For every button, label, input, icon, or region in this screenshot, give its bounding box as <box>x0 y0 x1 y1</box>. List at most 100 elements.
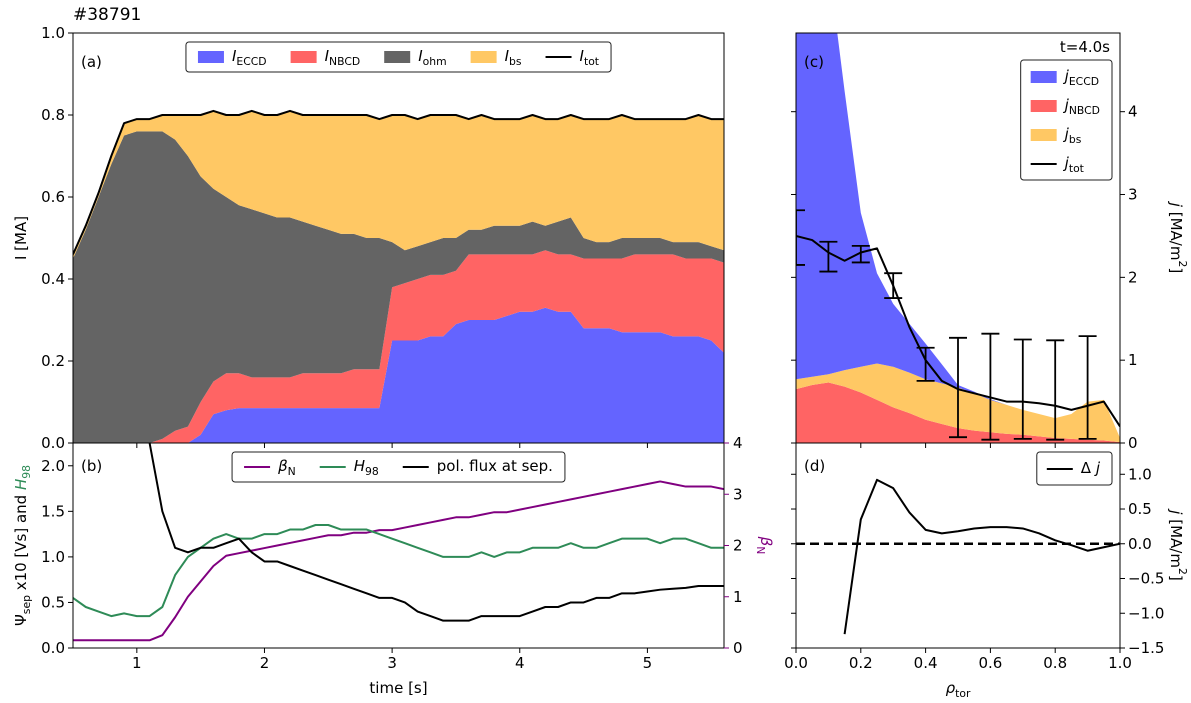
y2-axis-label: βN <box>755 536 776 555</box>
text-part: β <box>757 536 775 547</box>
legend-label: Itot <box>580 47 600 68</box>
text-part: Δ <box>1081 459 1096 477</box>
panel-label: (a) <box>81 53 102 71</box>
y-tick-label: 0.0 <box>41 434 65 452</box>
text-part: sep <box>20 595 33 614</box>
text-part: 2 <box>1177 260 1190 267</box>
legend-label: jbs <box>1063 125 1082 146</box>
y2-tick-label: 0 <box>733 639 743 657</box>
legend-label: jNBCD <box>1063 96 1100 117</box>
y-tick-label: 0.2 <box>41 352 65 370</box>
figure-title: #38791 <box>73 5 141 25</box>
x-tick-label: 0.6 <box>978 654 1002 672</box>
y-tick-label: 1.0 <box>41 24 65 42</box>
legend-swatch <box>1030 100 1057 112</box>
y-tick-label: 1.0 <box>1128 465 1152 483</box>
y-axis-label: Ψsep x10 [Vs] and H98 <box>12 465 33 626</box>
legend-label: H98 <box>354 457 379 478</box>
error-bar <box>916 346 935 382</box>
legend-label: Ibs <box>505 47 522 68</box>
y-tick-label: 0.8 <box>41 106 65 124</box>
x-axis-label: ρtor <box>946 679 971 700</box>
text-part: ] <box>1167 267 1185 273</box>
error-bar <box>1046 339 1065 441</box>
y-tick-label: 0.0 <box>1128 535 1152 553</box>
legend-label: βN <box>277 457 296 478</box>
stacked-area <box>73 307 724 443</box>
y-tick-label: 1.0 <box>41 548 65 566</box>
text-part: I <box>418 47 423 65</box>
x-tick-label: 4 <box>515 654 525 672</box>
plot-area <box>796 478 1120 635</box>
text-part: 2 <box>1177 568 1190 575</box>
legend: βN H98 pol. flux at sep. <box>231 451 566 483</box>
stacked-area <box>73 131 724 443</box>
text-part: Ψ <box>12 614 30 626</box>
x-tick-label: 0.8 <box>1043 654 1067 672</box>
y-tick-label: 0.5 <box>1128 500 1152 518</box>
x-tick-label: 2 <box>260 654 270 672</box>
legend: IECCD INBCD Iohm Ibs Itot <box>185 41 612 73</box>
text-part: N <box>288 465 296 478</box>
text-part: I <box>580 47 585 65</box>
stacked-area <box>73 110 724 259</box>
text-part: I <box>325 47 330 65</box>
y-axis-label: I [MA] <box>12 216 30 260</box>
text-part: H <box>354 457 365 475</box>
stacked-area <box>796 33 1120 439</box>
legend: Δ j <box>1036 451 1113 486</box>
legend-box <box>1036 451 1113 486</box>
text-part: ECCD <box>1069 75 1099 88</box>
legend-box <box>231 451 566 483</box>
legend-label: INBCD <box>325 47 361 68</box>
text-part: NBCD <box>329 55 360 68</box>
text-part: j <box>1063 125 1070 143</box>
legend-swatch <box>290 51 317 63</box>
text-part: I <box>505 47 510 65</box>
panel-label: (b) <box>81 457 102 475</box>
text-part: N <box>755 546 768 554</box>
legend-swatch <box>384 51 411 63</box>
plot-area <box>73 443 724 642</box>
y-tick-label: 0.4 <box>41 270 65 288</box>
text-part: j <box>1063 96 1070 114</box>
x-tick-label: 0.4 <box>914 654 938 672</box>
y-tick-label: 0.0 <box>41 639 65 657</box>
panel-label: (c) <box>804 53 824 71</box>
legend-label: Iohm <box>418 47 446 68</box>
text-part: I <box>232 47 237 65</box>
error-bar <box>884 272 903 299</box>
legend-label: jECCD <box>1063 67 1099 88</box>
text-part: tot <box>584 55 599 68</box>
line-series <box>73 524 724 618</box>
x-axis-label: time [s] <box>369 679 427 697</box>
error-bar <box>981 332 1000 441</box>
legend-swatch <box>470 51 497 63</box>
error-bar <box>949 336 967 439</box>
line-series <box>73 109 724 255</box>
y-tick-label: 2 <box>1128 268 1138 286</box>
error-bar <box>851 244 870 264</box>
line-series <box>148 443 724 622</box>
text-part: ECCD <box>236 55 266 68</box>
y-tick-label: −1.0 <box>1128 604 1164 622</box>
y-axis-label: j [MA/m2] <box>1167 508 1190 580</box>
stacked-area <box>796 382 1120 443</box>
y-tick-label: 4 <box>1128 103 1138 121</box>
x-tick-label: 3 <box>387 654 397 672</box>
legend-label: pol. flux at sep. <box>437 457 553 475</box>
text-part: tor <box>955 687 971 700</box>
y2-tick-label: 2 <box>733 537 743 555</box>
y-tick-label: 1.5 <box>41 502 65 520</box>
error-bar <box>796 209 805 266</box>
plot-area <box>73 109 724 443</box>
y-tick-label: 3 <box>1128 186 1138 204</box>
plot-area <box>796 33 1120 443</box>
legend-swatch <box>1030 71 1057 83</box>
axes-frame <box>795 442 1121 649</box>
x-tick-label: 1 <box>132 654 142 672</box>
y-tick-label: −1.5 <box>1128 639 1164 657</box>
text-part: ] <box>1167 575 1185 581</box>
